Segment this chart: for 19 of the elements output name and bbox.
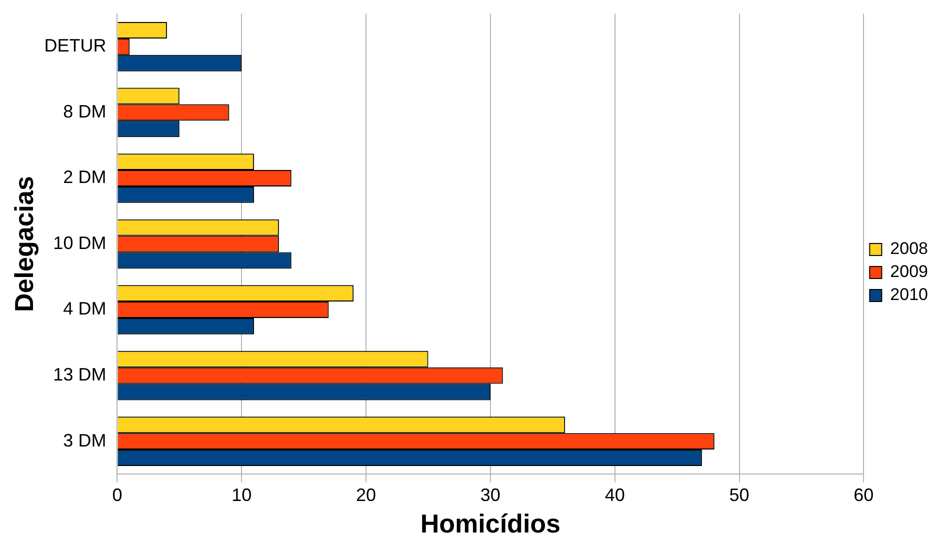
y-tick-label: 10 DM	[53, 232, 106, 253]
x-axis-title: Homicídios	[420, 508, 561, 539]
x-tick-label: 10	[232, 484, 252, 505]
y-tick-label: DETUR	[44, 36, 106, 56]
x-tick-label: 20	[356, 484, 376, 505]
y-tick-label: 2 DM	[63, 167, 106, 188]
y-tick-label: 8 DM	[63, 101, 106, 122]
x-tick-label: 40	[604, 484, 625, 505]
x-tick-label: 0	[112, 484, 122, 505]
x-tick-label: 50	[729, 484, 750, 505]
legend-label: 2008	[890, 239, 928, 258]
x-tick-label: 60	[854, 484, 874, 505]
y-tick-label: 4 DM	[63, 298, 106, 319]
legend-label: 2009	[890, 262, 928, 282]
legend-label: 2010	[890, 285, 928, 304]
y-axis-title: Delegacias	[8, 176, 39, 312]
y-tick-label: 13 DM	[53, 364, 106, 385]
y-tick-label: 3 DM	[63, 430, 106, 450]
x-tick-label: 30	[480, 484, 500, 505]
